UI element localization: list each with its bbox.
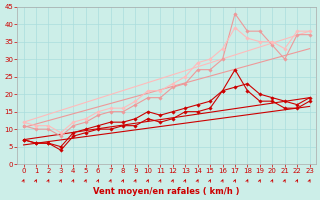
X-axis label: Vent moyen/en rafales ( km/h ): Vent moyen/en rafales ( km/h ) (93, 187, 240, 196)
